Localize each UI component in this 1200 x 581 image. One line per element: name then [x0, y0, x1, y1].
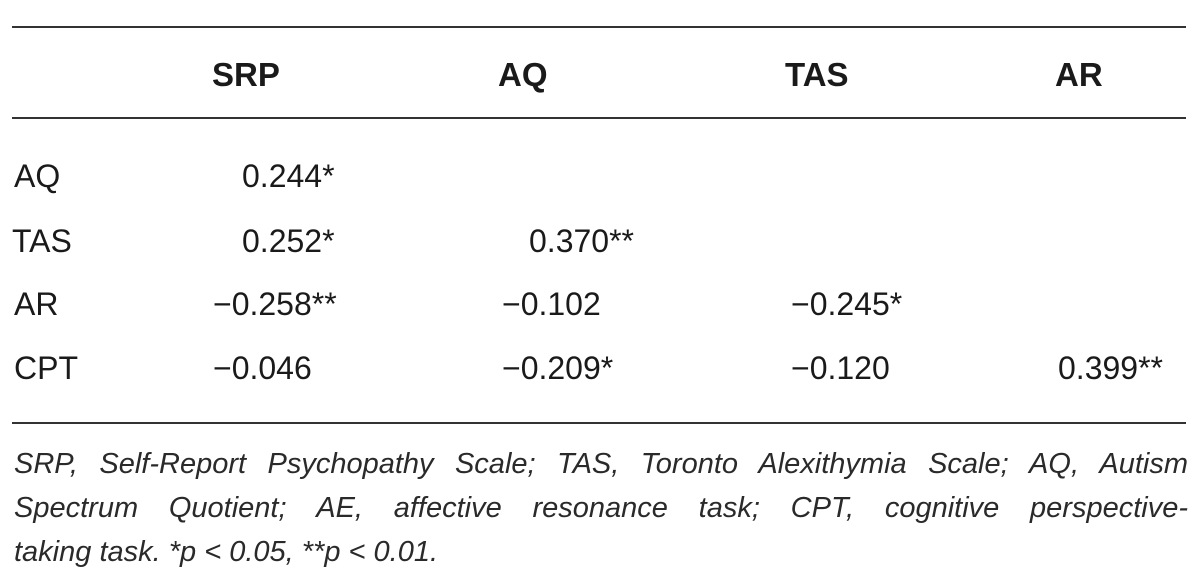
column-header-srp: SRP — [212, 56, 280, 93]
table-footnote: SRP, Self-Report Psychopathy Scale; TAS,… — [14, 442, 1188, 574]
table-bottom-rule — [12, 422, 1186, 424]
cell-cpt-srp: −0.046 — [213, 350, 312, 386]
row-label-cpt: CPT — [14, 350, 78, 386]
column-header-tas: TAS — [785, 56, 849, 93]
cell-cpt-aq: −0.209* — [502, 350, 614, 386]
table-top-rule — [12, 26, 1186, 28]
row-label-tas: TAS — [12, 223, 72, 259]
cell-ar-srp: −0.258** — [213, 286, 337, 322]
cell-cpt-ar: 0.399** — [1058, 350, 1163, 386]
column-header-ar: AR — [1055, 56, 1103, 93]
cell-tas-aq: 0.370** — [529, 223, 634, 259]
cell-tas-srp: 0.252* — [242, 223, 335, 259]
column-header-aq: AQ — [498, 56, 548, 93]
footnote-line: taking task. *p < 0.05, **p < 0.01. — [14, 536, 439, 568]
row-label-ar: AR — [14, 286, 59, 322]
footnote-line: SRP, Self-Report Psychopathy Scale; TAS,… — [14, 448, 1188, 480]
cell-ar-aq: −0.102 — [502, 286, 601, 322]
cell-ar-tas: −0.245* — [791, 286, 903, 322]
row-label-aq: AQ — [14, 158, 61, 194]
table-header-rule — [12, 117, 1186, 119]
footnote-line: Spectrum Quotient; AE, affective resonan… — [14, 492, 1188, 524]
cell-cpt-tas: −0.120 — [791, 350, 890, 386]
cell-aq-srp: 0.244* — [242, 158, 335, 194]
